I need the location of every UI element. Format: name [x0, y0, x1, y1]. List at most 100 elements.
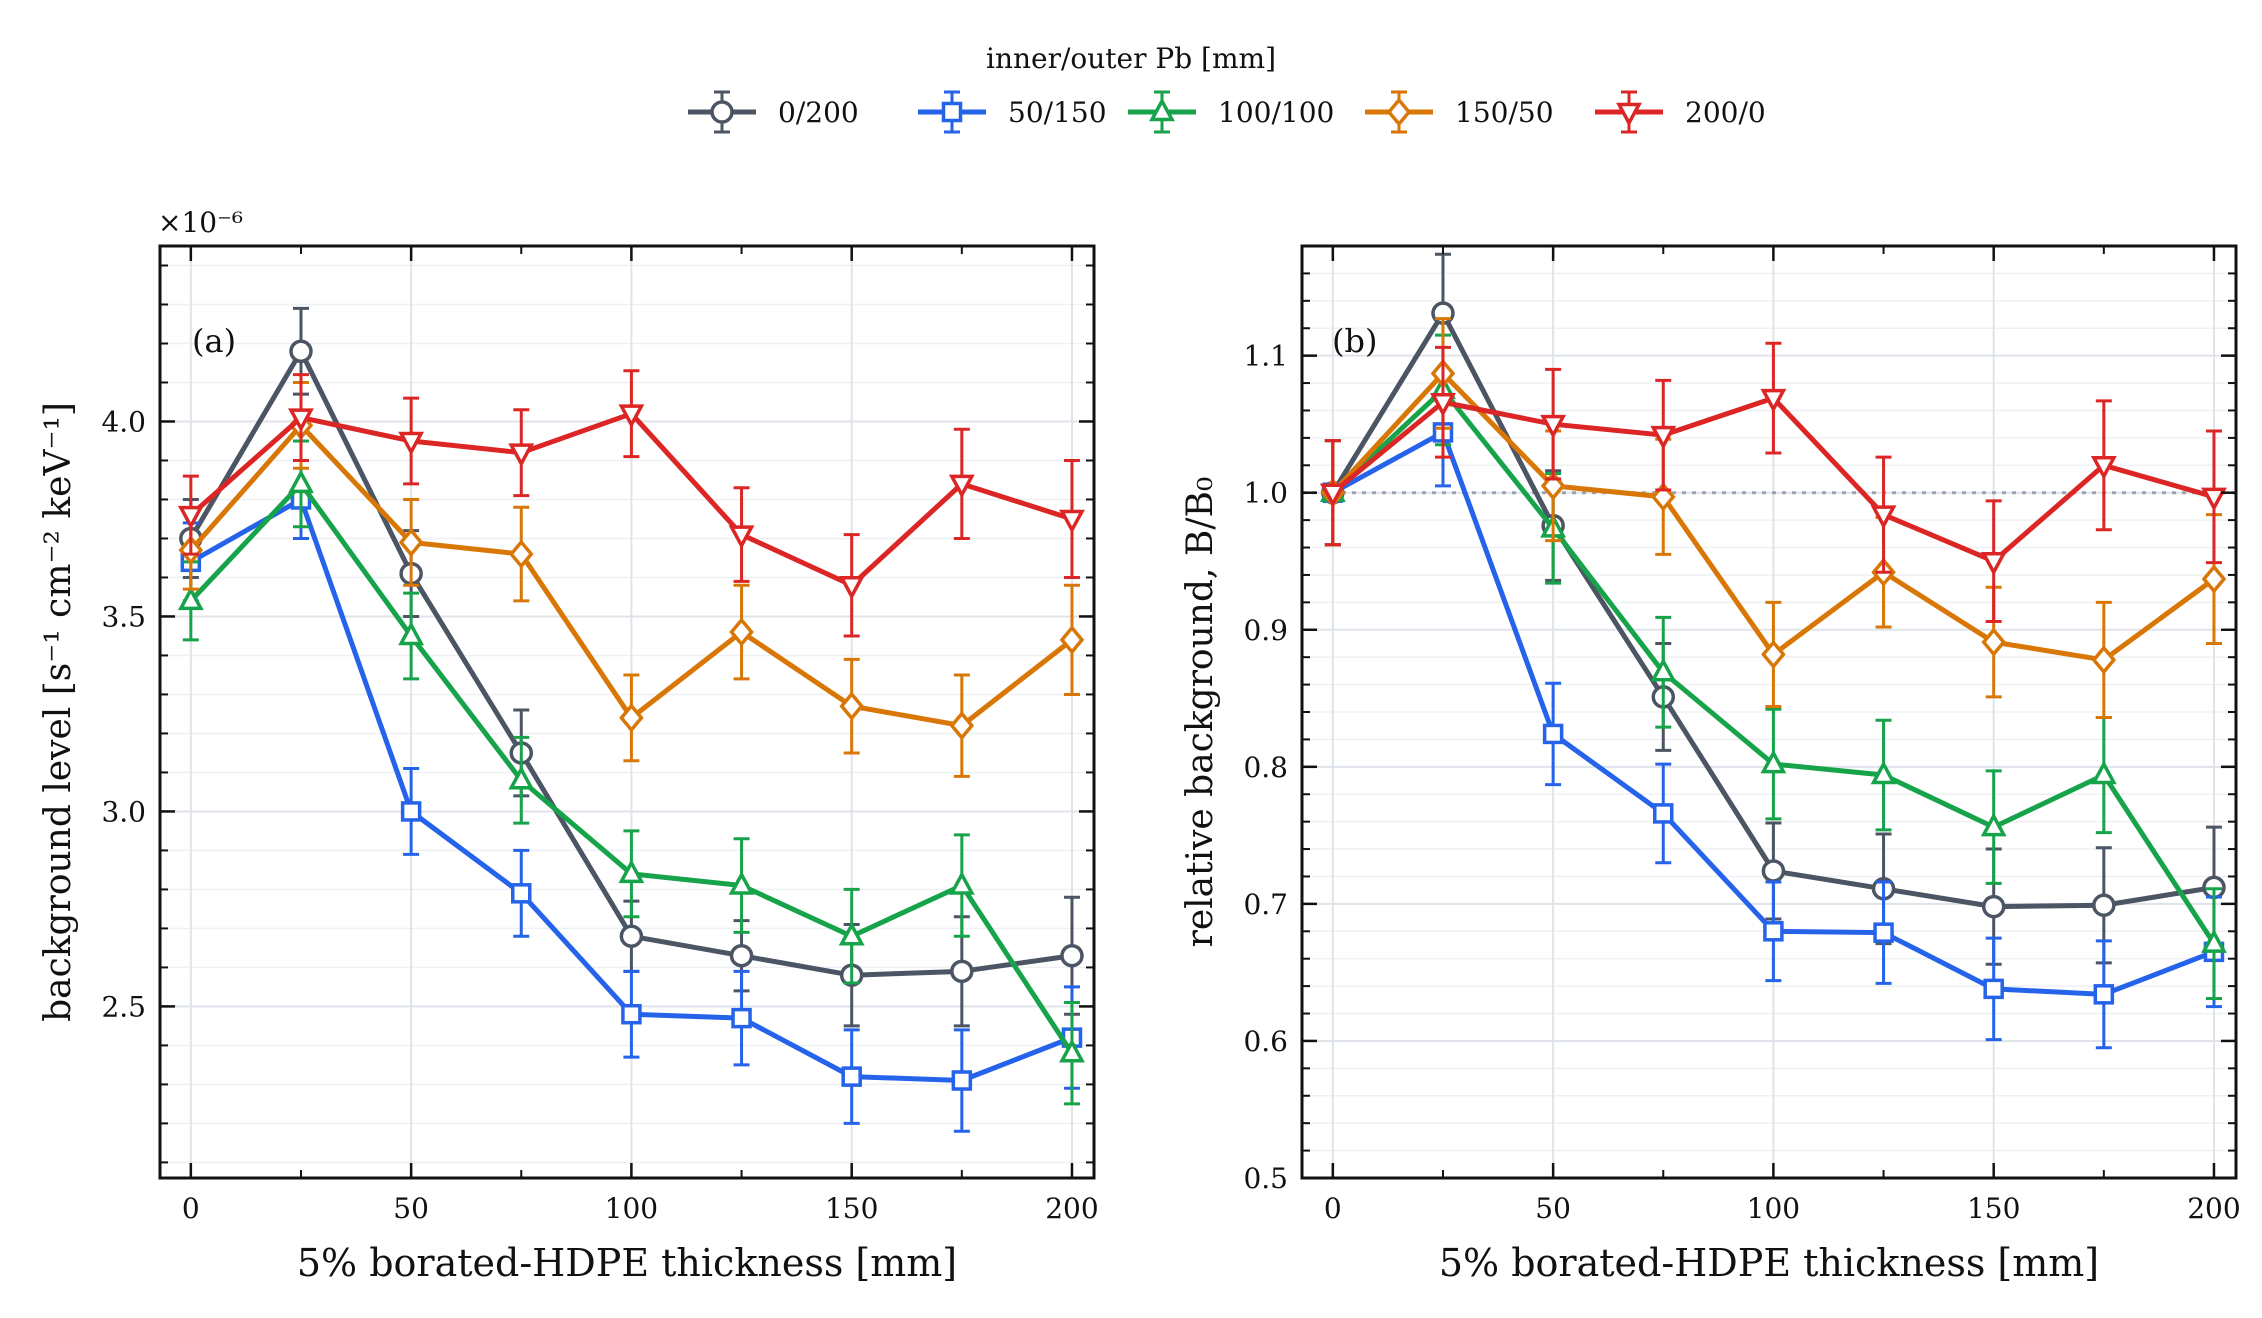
data-point	[618, 859, 645, 884]
data-point	[1983, 978, 2004, 1000]
data-point	[2090, 456, 2117, 480]
x-tick-label: 50	[1535, 1192, 1571, 1225]
data-point	[839, 691, 864, 721]
data-point	[838, 921, 865, 946]
legend-label: 200/0	[1685, 96, 1766, 129]
legend-marker	[1149, 97, 1175, 122]
data-point	[1059, 1038, 1085, 1063]
legend-title: inner/outer Pb [mm]	[986, 42, 1276, 75]
data-point	[948, 474, 975, 499]
legend-marker	[1616, 102, 1642, 127]
data-point	[1060, 943, 1084, 968]
legend: inner/outer Pb [mm] 0/200 50/150 100/100 15…	[688, 42, 1766, 134]
y-tick-label: 2.5	[101, 990, 146, 1023]
legend-label: 150/50	[1455, 96, 1554, 129]
legend-item-0-200: 0/200	[688, 90, 859, 134]
y-tick-label: 0.9	[1243, 614, 1288, 647]
data-point	[951, 1070, 973, 1091]
y-axis-label-b: relative background, B/B₀	[1180, 477, 1221, 948]
data-point	[731, 1007, 752, 1029]
series-200-0	[177, 369, 1085, 638]
data-point	[2201, 928, 2227, 953]
series-100-100	[177, 439, 1085, 1106]
legend-label: 0/200	[778, 96, 859, 129]
data-point	[1653, 803, 1674, 824]
legend-item-200-0: 200/0	[1595, 90, 1766, 134]
x-tick-label: 50	[393, 1192, 429, 1225]
data-point	[1650, 657, 1677, 682]
data-point	[177, 505, 204, 530]
data-point	[728, 525, 755, 550]
data-point	[1319, 483, 1346, 508]
data-point	[950, 959, 974, 984]
data-point	[1870, 505, 1897, 530]
x-tick-label: 100	[1747, 1192, 1800, 1225]
plot-frame-a	[158, 244, 1096, 1180]
data-point	[288, 469, 314, 494]
data-point	[1760, 388, 1787, 413]
legend-item-150-50: 150/50	[1365, 90, 1554, 134]
data-point	[1760, 749, 1787, 774]
data-point	[508, 443, 535, 468]
x-tick-label: 150	[1967, 1192, 2020, 1225]
data-point	[729, 943, 754, 968]
data-point	[618, 404, 645, 429]
legend-marker	[1386, 97, 1412, 127]
data-point	[511, 883, 532, 904]
y-tick-label: 0.5	[1243, 1162, 1288, 1195]
y-tick-label: 1.0	[1243, 477, 1288, 510]
series-group-a	[177, 306, 1085, 1133]
y-tick-label: 4.0	[101, 405, 146, 438]
legend-label: 100/100	[1218, 96, 1334, 129]
data-point	[1542, 723, 1564, 745]
data-point	[289, 339, 313, 364]
data-point	[728, 870, 755, 895]
y-tick-label: 0.6	[1243, 1025, 1288, 1058]
data-point	[1981, 894, 2006, 919]
series-0-200	[1321, 252, 2226, 966]
ticks-b: 0.5 0.6 0.7 0.8 0.9 1.0 1.1 0 50 100 150 200	[1243, 245, 2241, 1225]
data-point	[177, 586, 204, 611]
x-axis-label-b: 5% borated-HDPE thickness [mm]	[1439, 1241, 2099, 1285]
data-point	[1873, 922, 1894, 943]
series-200-0	[1319, 341, 2227, 624]
legend-marker	[710, 100, 734, 124]
data-point	[619, 703, 644, 733]
y-axis-label-a: background level [s⁻¹ cm⁻² keV⁻¹]	[38, 402, 79, 1022]
panel-label-a: (a)	[192, 322, 236, 360]
data-point	[2093, 984, 2115, 1005]
data-point	[1761, 859, 1786, 883]
x-tick-label: 0	[1324, 1192, 1342, 1225]
ticks-a: 2.5 3.0 3.5 4.0 0 50 100 150 200	[101, 246, 1099, 1225]
panel-label-b: (b)	[1332, 322, 1377, 360]
data-point	[1540, 414, 1567, 439]
data-point	[398, 621, 425, 646]
data-point	[729, 617, 754, 647]
data-point	[1980, 551, 2007, 576]
x-tick-label: 200	[2187, 1192, 2240, 1225]
y-tick-label: 3.5	[101, 600, 146, 633]
x-tick-label: 150	[825, 1192, 878, 1225]
data-point	[508, 539, 534, 569]
x-tick-label: 200	[1045, 1192, 1098, 1225]
data-point	[2090, 760, 2117, 785]
data-point	[838, 576, 865, 600]
data-point	[400, 801, 422, 822]
data-point	[2201, 564, 2227, 594]
y-tick-label: 3.0	[101, 795, 146, 828]
data-point	[1981, 627, 2006, 657]
data-point	[948, 870, 975, 895]
data-point	[288, 408, 314, 433]
legend-item-50-150: 50/150	[918, 90, 1107, 134]
panel-a: 2.5 3.0 3.5 4.0 0 50 100 150 200 (a) ×10⁻⁶ 5% bo…	[38, 206, 1099, 1285]
data-point	[841, 1066, 862, 1087]
data-point	[398, 527, 424, 558]
panel-b: 0.5 0.6 0.7 0.8 0.9 1.0 1.1 0 50 100 150 200 (b) 5%…	[1180, 244, 2241, 1285]
data-point	[1059, 509, 1085, 534]
data-point	[619, 924, 644, 948]
y-multiplier-a: ×10⁻⁶	[158, 206, 243, 239]
y-tick-label: 1.1	[1243, 340, 1288, 373]
data-point	[1761, 639, 1786, 670]
data-point	[1430, 392, 1456, 417]
